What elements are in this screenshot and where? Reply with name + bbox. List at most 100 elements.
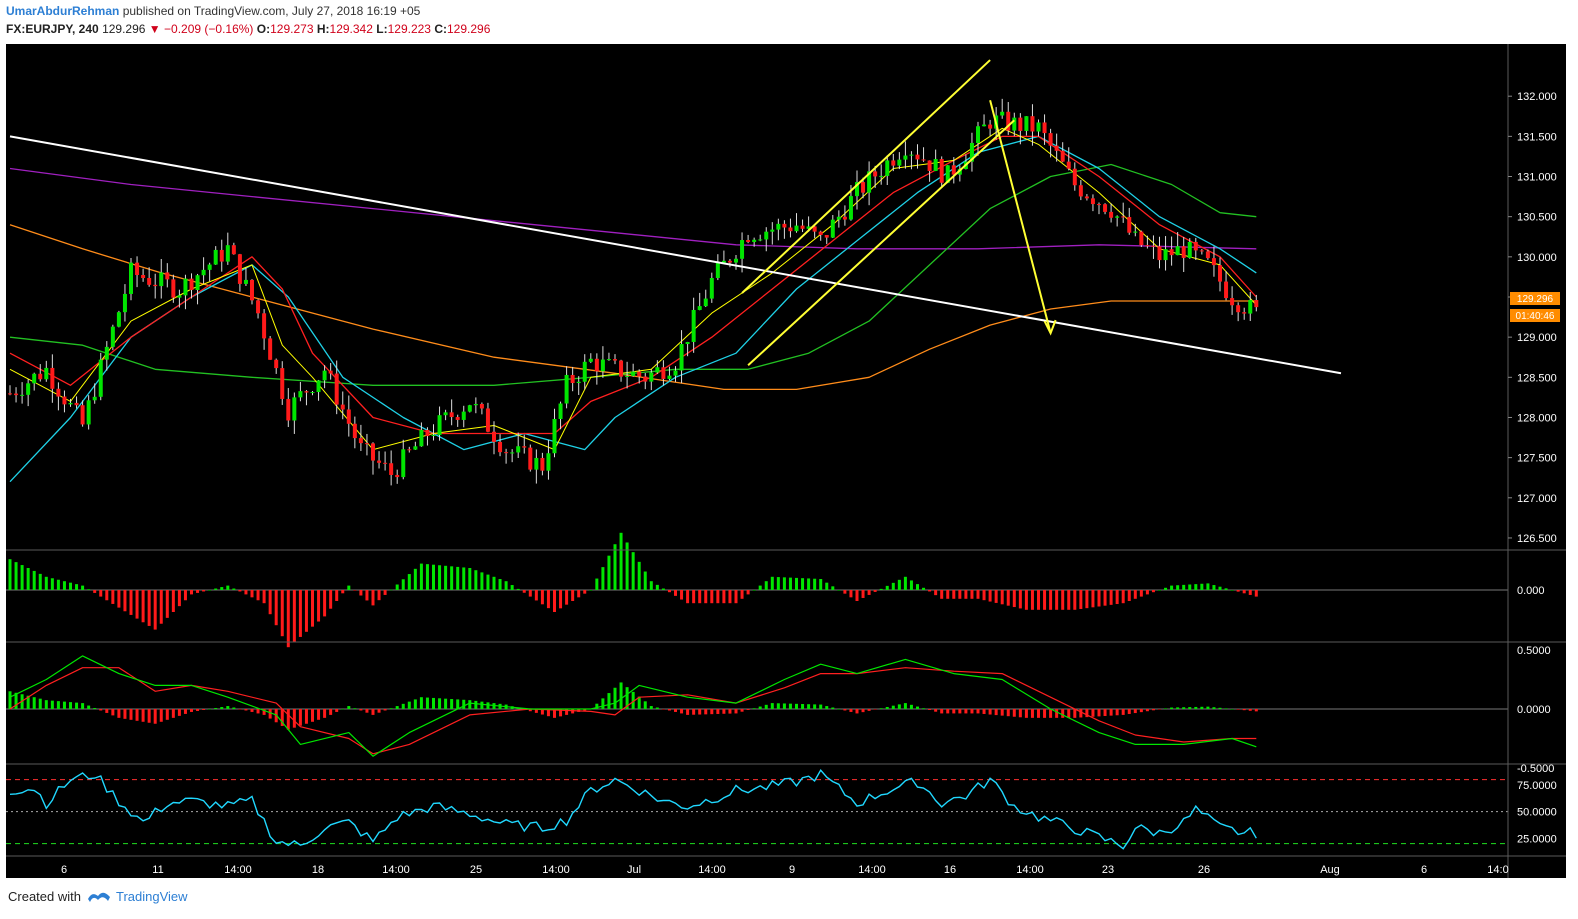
candle-body <box>116 312 121 327</box>
macd-bar <box>909 580 913 590</box>
candle-body <box>1127 217 1132 233</box>
candle-body <box>44 367 49 380</box>
chart-header: UmarAbdurRehman published on TradingView… <box>0 0 1578 44</box>
chart-canvas[interactable]: 132.000131.500131.000130.500130.000129.5… <box>0 44 1578 880</box>
macd-bar <box>940 590 944 599</box>
osc-bar <box>637 696 641 709</box>
macd-bar <box>256 590 260 601</box>
osc-bar <box>474 700 478 709</box>
macd-bar <box>214 588 218 590</box>
tradingview-brand-link[interactable]: TradingView <box>116 889 188 904</box>
candle-body <box>50 367 55 389</box>
candle-body <box>927 160 932 171</box>
osc-bar <box>480 701 484 709</box>
candle-body <box>528 447 533 470</box>
candle-body <box>1163 249 1168 261</box>
osc-bar <box>153 709 157 724</box>
candle-body <box>328 370 333 374</box>
candle-body <box>492 431 496 442</box>
oscillator-pane[interactable] <box>6 655 1508 757</box>
osc-bar <box>795 703 798 709</box>
macd-bar <box>704 590 708 604</box>
osc-bar <box>165 709 169 720</box>
macd-pane[interactable] <box>6 532 1508 648</box>
osc-bar <box>776 703 780 709</box>
osc-bar <box>553 709 556 718</box>
candle-body <box>68 402 73 405</box>
macd-bar <box>450 566 454 590</box>
ema-green-line <box>9 163 1257 386</box>
macd-bar <box>1006 590 1010 606</box>
price-pane[interactable] <box>8 59 1342 486</box>
macd-bar <box>649 581 653 590</box>
candle-body <box>498 441 503 453</box>
author-link[interactable]: UmarAbdurRehman <box>6 4 120 18</box>
macd-bar <box>716 590 720 604</box>
osc-bar <box>371 709 375 715</box>
candle-body <box>933 159 938 171</box>
osc-bar <box>123 709 127 719</box>
macd-bar <box>534 590 538 601</box>
macd-bar <box>1248 590 1252 595</box>
osc-bar <box>661 709 665 710</box>
osc-bar <box>734 709 738 714</box>
osc-bar <box>44 700 48 709</box>
osc-bar <box>1103 709 1107 717</box>
macd-bar <box>861 590 865 598</box>
candle-body <box>310 392 315 394</box>
macd-bar <box>196 590 200 593</box>
osc-bar <box>607 693 611 709</box>
osc-bar <box>14 692 18 709</box>
macd-bar <box>559 590 563 609</box>
low-value: 129.223 <box>387 22 431 36</box>
osc-bar <box>1067 709 1071 718</box>
candle-body <box>122 293 127 313</box>
candle-body <box>1133 231 1138 233</box>
macd-bar <box>1212 585 1216 590</box>
osc-bar <box>625 687 629 709</box>
candle-body <box>1151 245 1156 247</box>
candle-body <box>516 446 521 453</box>
macd-bar <box>813 578 817 590</box>
osc-bar <box>62 701 66 709</box>
osc-bar <box>1079 709 1083 718</box>
candle-body <box>413 446 418 450</box>
candle-body <box>449 412 454 418</box>
macd-bar <box>607 555 611 590</box>
osc-bar <box>438 698 442 709</box>
candle-body <box>1097 204 1101 206</box>
osc-bar <box>934 709 938 712</box>
candle-body <box>534 457 539 470</box>
macd-bar <box>1121 590 1125 604</box>
macd-bar <box>589 590 593 591</box>
osc-bar <box>916 706 919 709</box>
candle-body <box>1248 300 1253 314</box>
macd-bar <box>891 582 895 590</box>
candle-body <box>407 449 412 451</box>
price-change: −0.209 (−0.16%) <box>164 22 254 36</box>
osc-bar <box>692 709 696 715</box>
osc-bar <box>238 709 242 710</box>
macd-bar <box>1103 590 1107 606</box>
macd-bar <box>637 561 641 590</box>
macd-bar <box>583 590 587 594</box>
candle-body <box>957 169 962 175</box>
osc-bar <box>341 709 345 710</box>
symbol-label[interactable]: FX:EURJPY, 240 <box>6 22 99 36</box>
rsi-pane[interactable] <box>6 768 1508 850</box>
candle-body <box>201 269 206 276</box>
macd-bar <box>383 590 387 595</box>
osc-bar <box>456 699 460 709</box>
macd-bar <box>56 579 60 590</box>
down-triangle-icon: ▼ <box>148 22 161 36</box>
candle-body <box>1024 116 1029 131</box>
price-tick-label: 128.500 <box>1517 372 1557 384</box>
osc-bar <box>401 703 405 709</box>
tradingview-logo-icon[interactable] <box>86 887 112 907</box>
macd-bar <box>468 568 472 590</box>
osc-bar <box>619 682 623 709</box>
candle-body <box>625 375 630 377</box>
candle-body <box>195 275 200 291</box>
candle-body <box>842 216 847 220</box>
osc-axis-label: 0.5000 <box>1517 645 1551 657</box>
